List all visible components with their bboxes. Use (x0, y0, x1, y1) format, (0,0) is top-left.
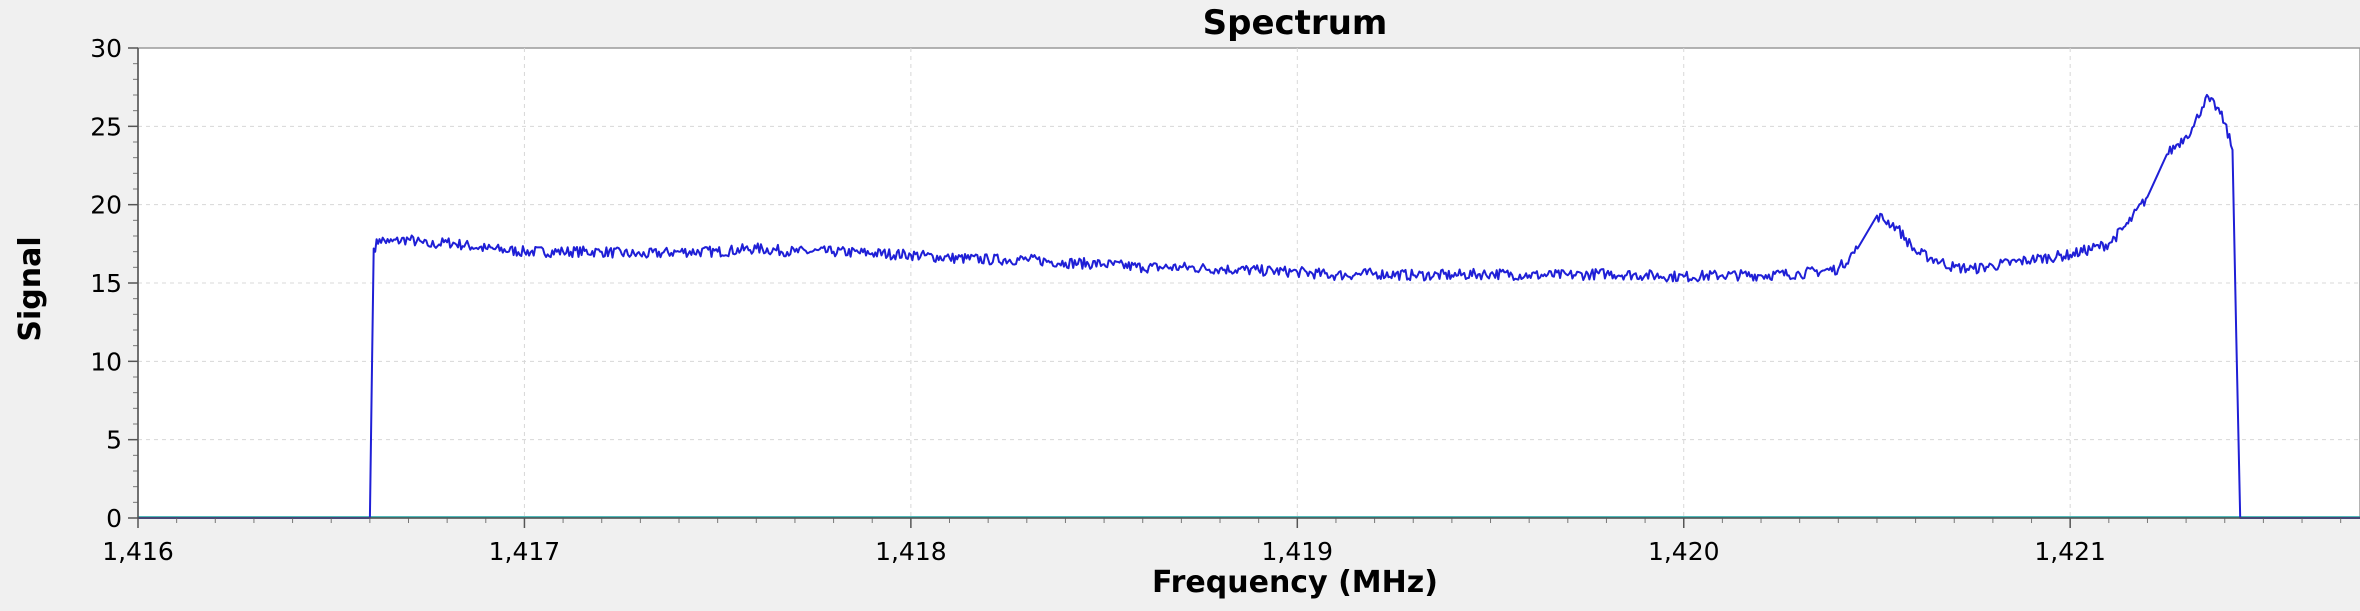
y-axis-label: Signal (13, 236, 48, 341)
y-tick-label: 5 (106, 426, 122, 455)
series-layer (138, 93, 2360, 519)
x-tick-label: 1,418 (875, 537, 947, 566)
y-tick-label: 10 (90, 347, 122, 376)
x-tick-label: 1,416 (102, 537, 174, 566)
axes (128, 47, 2360, 528)
grid-lines (138, 48, 2360, 518)
chart-title: Spectrum (1203, 3, 1388, 43)
tick-labels: 0 5 10 15 20 25 30 1,416 1,417 1,418 1,419 1,420 1,4… (90, 34, 2106, 566)
x-tick-label: 1,420 (1648, 537, 1720, 566)
x-tick-label: 1,421 (2034, 537, 2106, 566)
y-tick-label: 20 (90, 191, 122, 220)
y-tick-label: 15 (90, 269, 122, 298)
y-tick-label: 25 (90, 112, 122, 141)
x-axis-label: Frequency (MHz) (1152, 565, 1438, 600)
x-tick-label: 1,419 (1262, 537, 1334, 566)
series-line (138, 93, 2360, 519)
y-tick-label: 0 (106, 504, 122, 533)
x-tick-label: 1,417 (489, 537, 561, 566)
y-tick-label: 30 (90, 34, 122, 63)
